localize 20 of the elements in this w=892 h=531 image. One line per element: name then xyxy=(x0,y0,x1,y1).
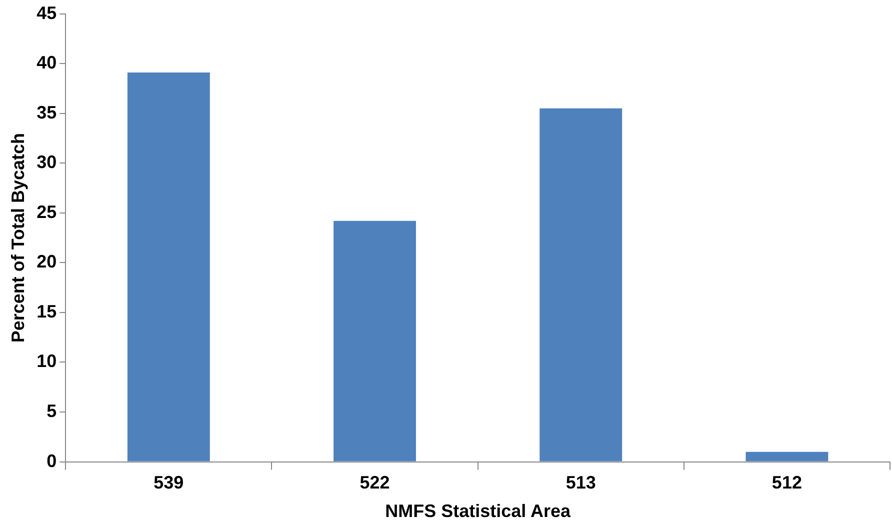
x-axis-title: NMFS Statistical Area xyxy=(385,501,572,522)
y-tick-label: 35 xyxy=(36,102,57,122)
x-tick-label: 522 xyxy=(360,472,390,493)
y-tick-label: 20 xyxy=(36,252,57,272)
x-tick-label: 512 xyxy=(772,472,802,493)
y-tick-label: 10 xyxy=(36,351,57,372)
y-tick-label: 5 xyxy=(46,400,57,421)
bar xyxy=(540,108,622,462)
y-tick-label: 0 xyxy=(46,450,57,471)
y-tick-label: 30 xyxy=(36,152,57,172)
bar xyxy=(746,452,828,462)
y-tick-label: 15 xyxy=(36,301,57,322)
y-tick-label: 25 xyxy=(36,202,57,222)
x-tick-label: 539 xyxy=(154,472,184,493)
y-tick-label: 40 xyxy=(36,52,57,73)
x-tick-label: 513 xyxy=(566,472,596,493)
bar xyxy=(127,72,210,462)
bar xyxy=(334,220,416,462)
y-tick-label: 45 xyxy=(36,2,57,23)
y-axis-title: Percent of Total Bycatch xyxy=(8,132,28,343)
